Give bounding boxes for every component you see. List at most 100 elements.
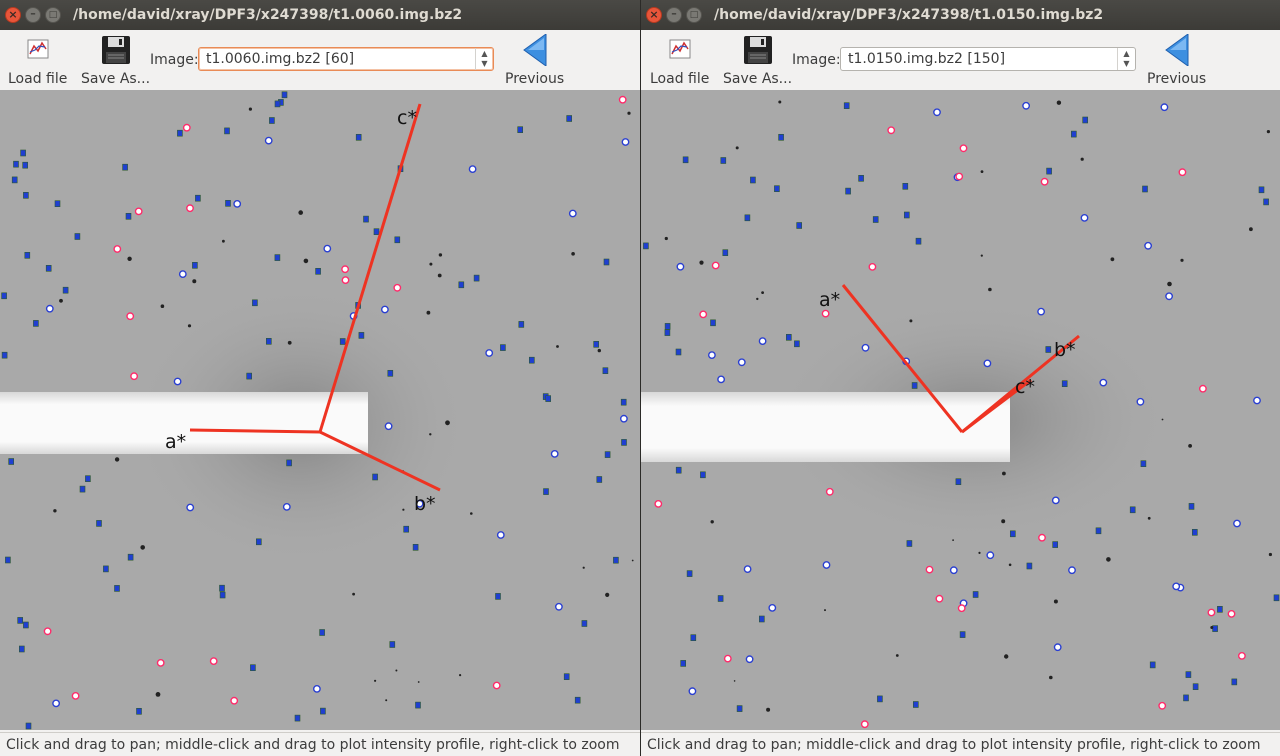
- predicted-spot: [373, 228, 380, 235]
- maximize-window-button[interactable]: □: [686, 7, 702, 23]
- observed-spot: [822, 561, 831, 569]
- predicted-spot: [269, 117, 275, 124]
- predicted-spot: [250, 664, 256, 672]
- reflection-dot: [127, 256, 132, 261]
- predicted-spot: [596, 476, 603, 483]
- observed-spot: [1136, 397, 1145, 406]
- predicted-spot: [912, 701, 919, 708]
- previous-button[interactable]: Previous: [505, 34, 564, 87]
- observed-spot: [1207, 608, 1216, 617]
- observed-spot: [860, 720, 869, 729]
- predicted-spot: [1082, 116, 1089, 124]
- predicted-spot: [915, 237, 922, 245]
- observed-spot: [230, 696, 239, 705]
- reflection-dot: [1106, 557, 1111, 562]
- minimize-window-button[interactable]: –: [666, 7, 682, 23]
- previous-button[interactable]: Previous: [1147, 34, 1206, 87]
- observed-spot: [341, 276, 350, 285]
- reflection-dot: [287, 340, 292, 345]
- diffraction-image[interactable]: a* b* c*: [641, 90, 1280, 730]
- predicted-spot: [675, 348, 682, 356]
- left-arrow-icon: [522, 34, 547, 66]
- predicted-spot: [593, 341, 600, 348]
- observed-spot: [555, 602, 563, 611]
- reflection-dot: [710, 520, 714, 524]
- predicted-spot: [1061, 380, 1068, 388]
- predicted-spot: [45, 265, 52, 272]
- predicted-spot: [339, 338, 346, 345]
- combo-arrows-icon[interactable]: ▲ ▼: [475, 48, 493, 70]
- reflection-dot: [597, 348, 601, 353]
- reflection-dot: [1080, 157, 1084, 161]
- observed-spot: [126, 312, 135, 321]
- reflection-dot: [952, 539, 954, 541]
- reflection-dot: [582, 566, 585, 569]
- predicted-spot: [1, 292, 7, 300]
- predicted-spot: [294, 714, 301, 722]
- maximize-window-button[interactable]: □: [45, 7, 61, 23]
- predicted-spot: [690, 634, 697, 642]
- predicted-spot: [563, 673, 570, 681]
- previous-label: Previous: [1147, 71, 1207, 87]
- observed-spot: [825, 487, 834, 496]
- observed-spot: [282, 502, 291, 511]
- a-star-axis: [841, 284, 964, 433]
- reflection-dot: [417, 681, 420, 683]
- predicted-spot: [195, 194, 201, 202]
- image-selector-combo[interactable]: t1.0060.img.bz2 [60] ▲ ▼: [198, 47, 494, 71]
- predicted-spot: [686, 570, 693, 577]
- observed-spot: [935, 594, 944, 603]
- window-title: /home/david/xray/DPF3/x247398/t1.0150.im…: [714, 7, 1104, 23]
- diffraction-image[interactable]: a* b* c*: [0, 90, 640, 730]
- observed-spot: [949, 566, 958, 575]
- previous-label: Previous: [505, 71, 565, 87]
- observed-spot: [676, 262, 685, 271]
- load-file-button[interactable]: Load file: [650, 34, 709, 87]
- close-window-button[interactable]: ×: [5, 7, 21, 23]
- predicted-spot: [136, 707, 142, 715]
- observed-spot: [393, 283, 402, 292]
- minimize-window-button[interactable]: –: [25, 7, 41, 23]
- predicted-spot: [1, 351, 8, 359]
- predicted-spot: [85, 475, 91, 483]
- predicted-spot: [955, 478, 962, 486]
- save-as-label: Save As...: [81, 71, 151, 87]
- reflection-dot: [1004, 654, 1009, 659]
- reflection-dot: [761, 291, 764, 294]
- observed-spot: [821, 309, 830, 318]
- predicted-spot: [33, 320, 39, 327]
- predicted-spot: [1273, 594, 1280, 602]
- diffraction-canvas[interactable]: a* b* c*: [641, 90, 1280, 730]
- image-selector-combo[interactable]: t1.0150.img.bz2 [150] ▲ ▼: [840, 47, 1136, 71]
- reflection-dot: [664, 236, 668, 241]
- reflection-dot: [978, 551, 981, 554]
- reflection-dot: [437, 273, 442, 278]
- save-as-button[interactable]: Save As...: [723, 34, 792, 87]
- predicted-spot: [389, 641, 396, 648]
- observed-spot: [186, 503, 195, 512]
- observed-spot: [43, 627, 52, 636]
- predicted-spot: [1142, 185, 1148, 193]
- observed-spot: [1037, 307, 1045, 316]
- predicted-spot: [252, 299, 258, 307]
- reflection-dot: [1147, 516, 1151, 520]
- predicted-spot: [192, 262, 198, 269]
- load-file-icon: [669, 39, 691, 59]
- predicted-spot: [274, 100, 281, 108]
- reflection-dot: [395, 669, 398, 672]
- predicted-spot: [224, 127, 230, 135]
- save-as-button[interactable]: Save As...: [81, 34, 150, 87]
- diffraction-canvas[interactable]: a* b* c*: [0, 90, 640, 730]
- b-star-axis: [319, 430, 441, 492]
- reflection-dot: [699, 260, 704, 265]
- load-file-button[interactable]: Load file: [8, 34, 67, 87]
- reflection-dot: [980, 170, 984, 173]
- reflection-dot: [556, 345, 559, 348]
- combo-arrows-icon[interactable]: ▲ ▼: [1117, 48, 1135, 70]
- title-bar: × – □ /home/david/xray/DPF3/x247398/t1.0…: [641, 0, 1280, 30]
- predicted-spot: [1212, 625, 1218, 632]
- reflection-dot: [1002, 471, 1006, 476]
- observed-spot: [468, 165, 477, 174]
- close-window-button[interactable]: ×: [646, 7, 662, 23]
- predicted-spot: [11, 176, 18, 184]
